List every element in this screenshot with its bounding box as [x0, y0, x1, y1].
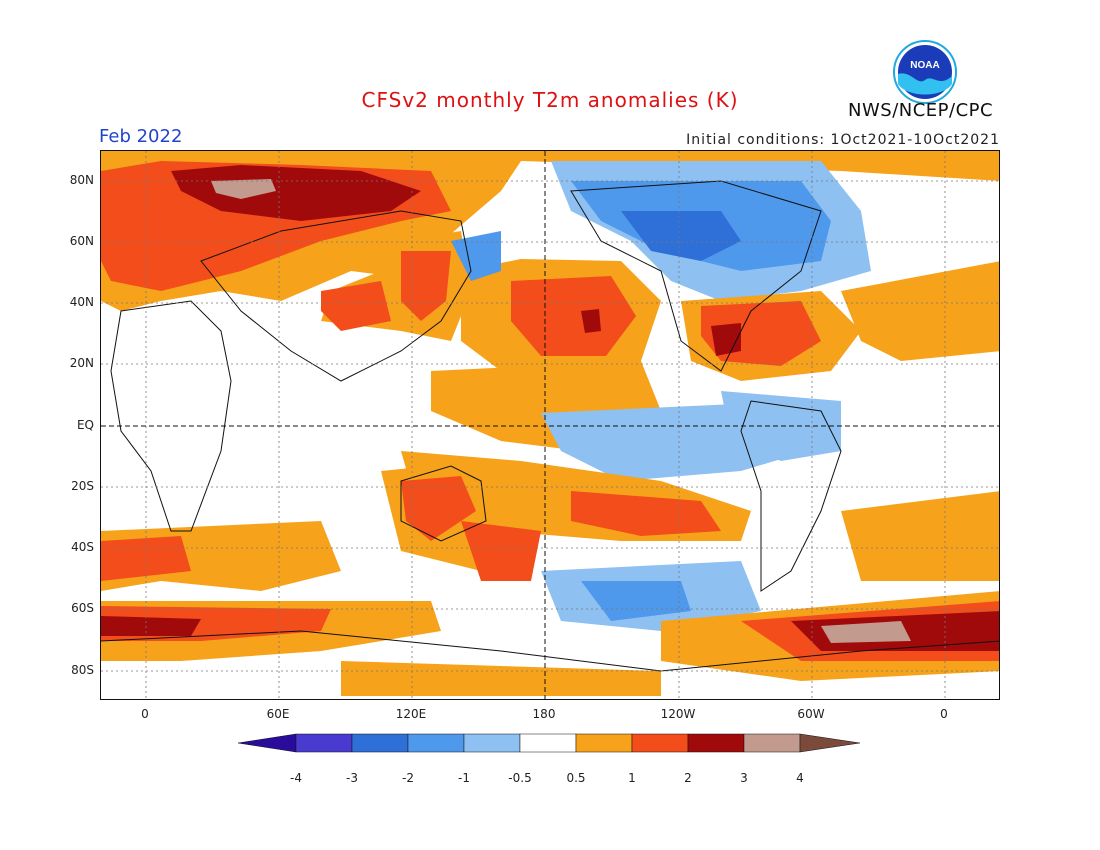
legend-tick: -2 [402, 771, 414, 785]
continent-outlines [101, 180, 999, 672]
colder-region-southern-pacific [581, 581, 691, 621]
hot-region-tasman [461, 521, 541, 581]
initial-conditions: Initial conditions: 1Oct2021-10Oct2021 [686, 132, 1000, 148]
valid-month: Feb 2022 [99, 126, 183, 147]
extreme-region-southern-ocean-east [821, 621, 911, 643]
north-america-outline [570, 180, 822, 372]
lon-label-180: 180 [532, 707, 556, 721]
lat-label-60n: 60N [69, 234, 94, 248]
lat-label-eq: EQ [76, 418, 94, 432]
legend-swatch-2-3 [687, 733, 745, 753]
lon-label-0: 0 [141, 707, 149, 721]
hot-region-south-pacific [571, 491, 721, 536]
lat-label-20n: 20N [69, 356, 94, 370]
south-america-outline [740, 400, 842, 592]
noaa-logo: NOAA [893, 40, 957, 104]
legend-tick: 0.5 [566, 771, 586, 785]
lat-label-40n: 40N [69, 295, 94, 309]
extreme-region-siberia [211, 179, 276, 199]
legend-swatch-3-2 [351, 733, 409, 753]
africa-outline [110, 300, 232, 532]
hot-region-southern-ocean-west [101, 536, 191, 581]
legend-tick: 1 [628, 771, 636, 785]
svg-text:NOAA: NOAA [910, 60, 939, 71]
legend-swatch-1-05 [463, 733, 521, 753]
anomaly-map [100, 150, 1000, 700]
agency-label: NWS/NCEP/CPC [848, 100, 994, 121]
legend-tick: -3 [346, 771, 358, 785]
lon-label-120w: 120W [660, 707, 696, 721]
legend-tick: 3 [740, 771, 748, 785]
legend-tick: -1 [458, 771, 470, 785]
anomaly-field [101, 151, 999, 699]
legend-swatch-4-3 [295, 733, 353, 753]
cold-region-kamchatka [451, 231, 501, 281]
chart-title: CFSv2 monthly T2m anomalies (K) [361, 88, 739, 112]
very-hot-region-southern-ocean-west [101, 616, 201, 636]
warm-region-atlantic [841, 261, 999, 361]
lon-label-0-east: 0 [940, 707, 948, 721]
legend-swatch-05-1 [575, 733, 633, 753]
lon-label-60e: 60E [266, 707, 290, 721]
legend-tick: 4 [796, 771, 804, 785]
lat-label-80n: 80N [69, 173, 94, 187]
lat-label-20s: 20S [71, 479, 94, 493]
hot-region-australia [401, 476, 476, 541]
hot-region-siberia [171, 165, 421, 221]
asia-outline [200, 210, 472, 382]
hot-region-east-asia [401, 251, 451, 321]
very-hot-region-north-pacific [581, 309, 601, 333]
antarctica-outline [101, 630, 999, 672]
legend-swatch-neutral [519, 733, 577, 753]
hot-region-north-pacific [511, 276, 636, 356]
coldest-region-north-america [621, 211, 741, 261]
legend-swatch-1-2 [631, 733, 689, 753]
warm-region-antarctic-coast [341, 661, 661, 696]
color-legend [238, 733, 861, 753]
lat-label-40s: 40S [71, 540, 94, 554]
warm-region-south-atlantic [841, 491, 999, 581]
lat-label-80s: 80S [71, 663, 94, 677]
lat-label-60s: 60S [71, 601, 94, 615]
legend-swatch-3-4 [743, 733, 801, 753]
hot-region-central-asia [321, 281, 391, 331]
legend-tick: -4 [290, 771, 302, 785]
legend-tick: 2 [684, 771, 692, 785]
legend-swatch-above-4 [799, 733, 861, 753]
lon-label-60w: 60W [797, 707, 825, 721]
australia-outline [400, 465, 487, 542]
very-hot-region-us-southeast [711, 323, 741, 356]
lon-label-120e: 120E [395, 707, 427, 721]
legend-swatch-2-1 [407, 733, 465, 753]
legend-tick: -0.5 [508, 771, 532, 785]
legend-swatch-below-4 [238, 733, 297, 753]
